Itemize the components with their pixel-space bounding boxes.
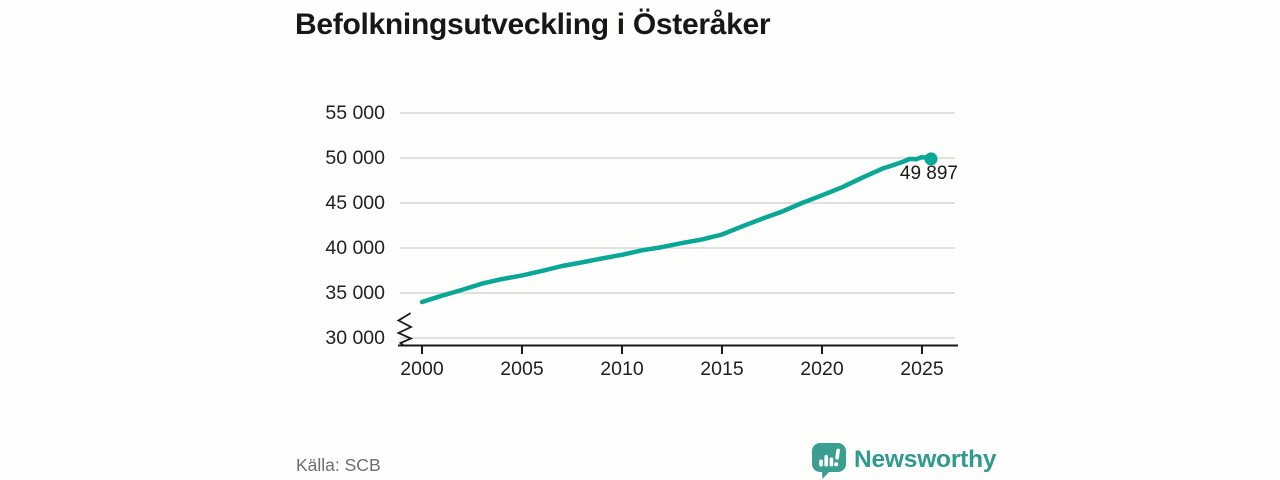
y-axis-break-icon: [396, 312, 414, 347]
gridlines: [400, 112, 955, 339]
bar-medium: [829, 457, 834, 467]
x-tick-label: 2020: [800, 358, 844, 380]
bar-short: [819, 459, 823, 467]
y-tick-label: 55 000: [325, 102, 385, 124]
latest-value-label: 49 897: [899, 163, 958, 184]
x-tick-label: 2010: [600, 358, 644, 380]
x-tick-label: 2025: [900, 358, 944, 380]
y-tick-label: 50 000: [325, 147, 385, 169]
brand-name: Newsworthy: [854, 446, 997, 473]
x-tick-label: 2015: [700, 358, 744, 380]
x-tick-label: 2005: [500, 358, 544, 380]
chart-title: Befolkningsutveckling i Österåker: [295, 8, 771, 41]
y-tick-label: 30 000: [325, 327, 385, 349]
source-label: Källa: SCB: [296, 455, 381, 475]
y-tick-label: 40 000: [325, 237, 385, 259]
y-tick-label: 35 000: [325, 282, 385, 304]
exclamation-mark: [834, 448, 840, 467]
data-line: [419, 152, 938, 305]
x-tick-label: 2000: [400, 358, 444, 380]
bar-tall: [824, 455, 828, 467]
y-tick-label: 45 000: [325, 192, 385, 214]
x-axis: [398, 344, 958, 354]
speech-bubble-shape: [812, 443, 846, 479]
newsworthy-bubble-chart-icon: [812, 443, 846, 479]
newsworthy-logo: Newsworthy: [812, 443, 997, 479]
